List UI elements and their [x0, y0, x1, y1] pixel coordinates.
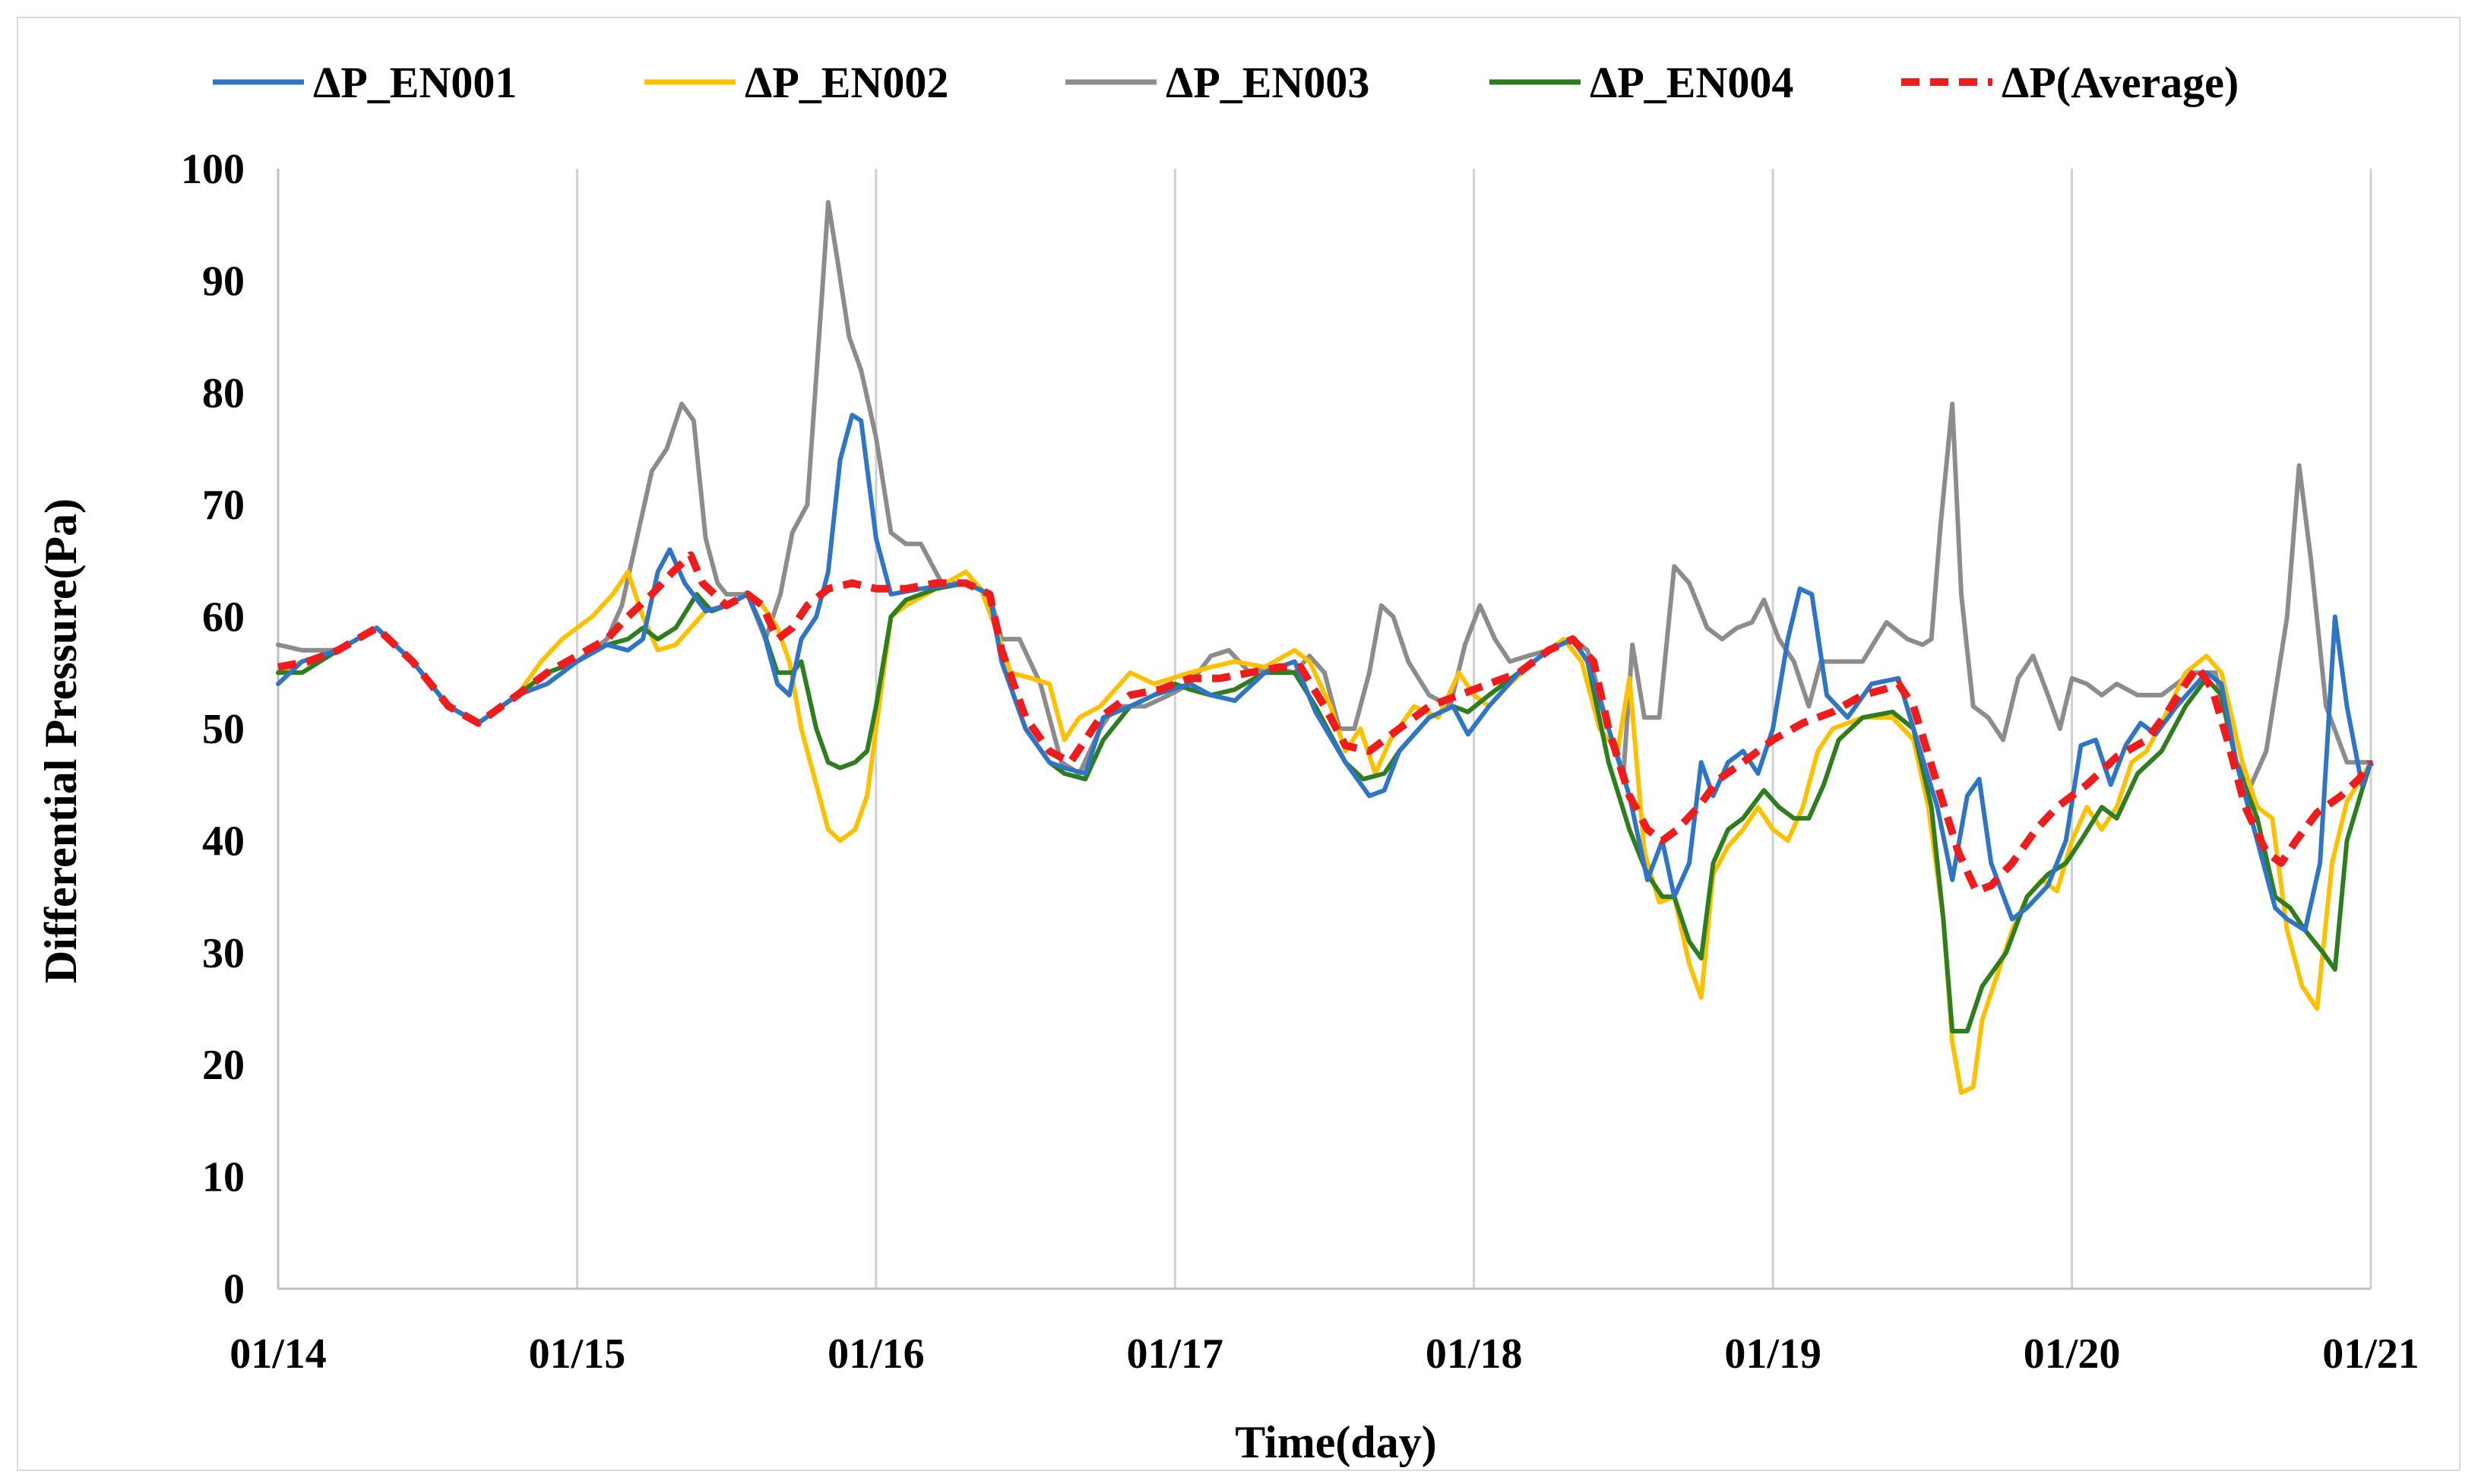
series-lines	[276, 200, 2375, 1095]
legend: ΔP_EN001 ΔP_EN002 ΔP_EN003 ΔP_EN004 ΔP(Avera…	[213, 58, 2239, 107]
y-tick-label: 30	[202, 930, 245, 977]
x-tick-label: 01/15	[529, 1331, 626, 1378]
axes	[277, 169, 2371, 1290]
x-tick-label: 01/18	[1426, 1331, 1523, 1378]
y-tick-label: 70	[202, 482, 245, 529]
y-tick-label: 10	[202, 1154, 245, 1201]
x-tick-label: 01/20	[2024, 1331, 2121, 1378]
x-tick-label: 01/17	[1127, 1331, 1224, 1378]
x-tick-labels: 01/14 01/15 01/16 01/17 01/18 01/19 01/20 01/21	[229, 1331, 2419, 1378]
legend-label: ΔP_EN002	[745, 58, 948, 107]
x-tick-label: 01/16	[828, 1331, 925, 1378]
x-tick-label: 01/14	[229, 1331, 327, 1378]
legend-label: ΔP_EN001	[313, 58, 517, 107]
y-tick-labels: 0 10 20 30 40 50 60 70 80 90 100	[181, 146, 245, 1313]
chart-frame	[17, 17, 2461, 1471]
legend-label: ΔP_EN004	[1590, 58, 1793, 107]
x-tick-label: 01/19	[1724, 1331, 1821, 1378]
legend-label: ΔP_EN003	[1166, 58, 1369, 107]
x-tick-label: 01/21	[2322, 1331, 2419, 1378]
y-tick-label: 100	[181, 146, 245, 193]
y-axis-title: Differential Pressure(Pa)	[36, 498, 86, 983]
legend-label: ΔP(Average)	[2002, 58, 2239, 107]
y-tick-label: 40	[202, 818, 245, 865]
series-line-3	[276, 200, 2373, 787]
y-tick-label: 80	[202, 370, 245, 417]
y-tick-label: 90	[202, 258, 245, 305]
y-tick-label: 50	[202, 706, 245, 753]
series-line-1	[276, 413, 2373, 933]
y-tick-label: 20	[202, 1042, 245, 1089]
series-line-5	[277, 551, 2375, 895]
y-tick-label: 0	[223, 1266, 245, 1313]
y-tick-label: 60	[202, 594, 245, 641]
x-axis-title: Time(day)	[1235, 1417, 1437, 1467]
